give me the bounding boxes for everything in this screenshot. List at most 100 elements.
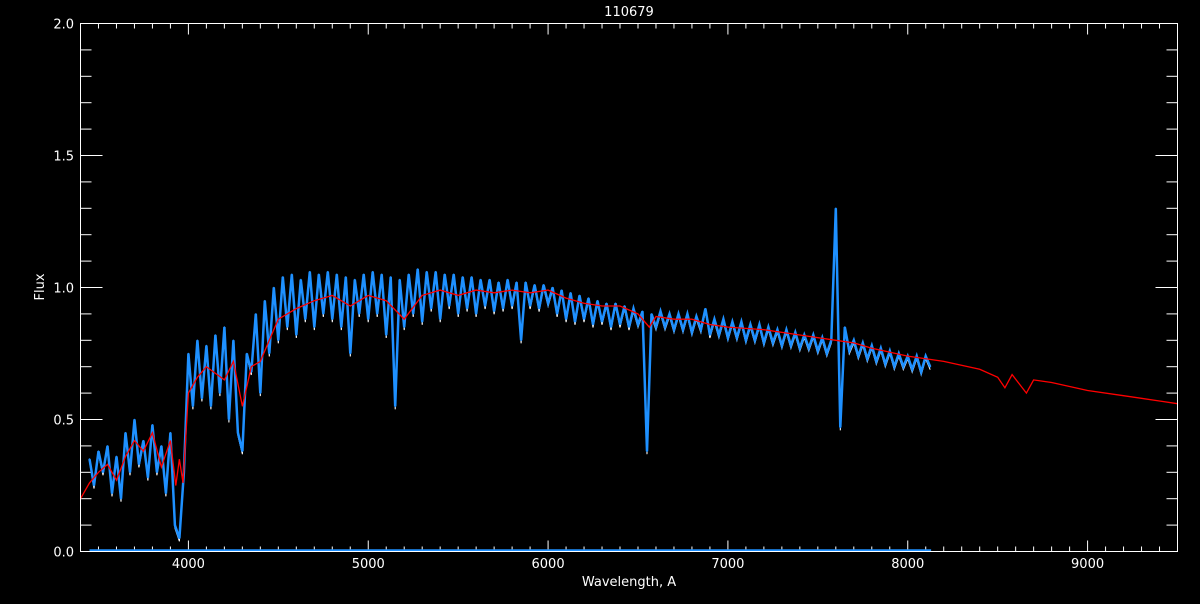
- observed-point: [187, 352, 190, 355]
- observed-point: [776, 328, 779, 331]
- observed-point: [344, 276, 347, 278]
- observed-point: [628, 326, 630, 328]
- observed-point: [174, 524, 176, 526]
- observed-point: [659, 310, 662, 313]
- observed-point: [866, 357, 869, 360]
- observed-point: [852, 339, 855, 342]
- x-tick-label: 6000: [532, 557, 565, 572]
- observed-point: [605, 302, 608, 305]
- observed-point: [457, 313, 459, 315]
- observed-point: [839, 426, 842, 429]
- observed-point: [848, 350, 851, 352]
- observed-point: [349, 352, 352, 355]
- observed-point: [228, 418, 230, 421]
- observed-point: [650, 313, 653, 315]
- observed-point: [772, 342, 774, 344]
- observed-point: [160, 445, 163, 447]
- observed-series-line: [88, 208, 932, 539]
- observed-point: [745, 339, 747, 342]
- observed-point: [255, 313, 257, 315]
- observed-point: [754, 339, 756, 342]
- observed-point: [700, 328, 702, 331]
- observed-point: [376, 313, 379, 315]
- observed-point: [727, 336, 729, 339]
- observed-point: [583, 318, 585, 320]
- chart-title: 110679: [604, 5, 654, 20]
- observed-point: [551, 286, 554, 289]
- observed-point: [205, 344, 208, 347]
- observed-point: [246, 352, 248, 355]
- observed-point: [763, 342, 765, 344]
- observed-point: [129, 471, 131, 474]
- observed-point: [412, 313, 414, 315]
- observed-point: [677, 313, 680, 315]
- observed-point: [120, 497, 122, 500]
- observed-point: [722, 318, 725, 320]
- observed-point: [740, 321, 743, 323]
- observed-point: [709, 334, 711, 336]
- observed-point: [322, 313, 325, 315]
- observed-point: [861, 342, 864, 344]
- observed-point: [664, 326, 666, 328]
- observed-point: [326, 270, 329, 273]
- observed-point: [704, 307, 707, 310]
- observed-point: [682, 328, 684, 331]
- series-group: [79, 207, 1178, 552]
- observed-point: [587, 297, 590, 299]
- observed-point: [259, 392, 262, 394]
- observed-point: [403, 326, 406, 328]
- observed-point: [196, 339, 199, 342]
- observed-point: [452, 273, 455, 276]
- observed-point: [619, 323, 621, 326]
- observed-point: [425, 270, 428, 273]
- observed-point: [389, 276, 392, 278]
- observed-point: [731, 321, 734, 323]
- observed-point: [151, 423, 154, 426]
- observed-point: [353, 278, 356, 281]
- observed-point: [264, 299, 266, 302]
- observed-point: [569, 291, 572, 294]
- x-axis-label: Wavelength, A: [582, 575, 676, 590]
- observed-point: [142, 439, 145, 442]
- observed-point: [340, 326, 343, 328]
- model-series-line: [79, 289, 1178, 500]
- y-tick-label: 0.5: [53, 414, 74, 429]
- observed-point: [484, 305, 486, 307]
- observed-point: [560, 289, 563, 291]
- observed-point: [434, 270, 437, 273]
- observed-point: [93, 484, 95, 487]
- observed-point: [394, 405, 397, 408]
- observed-point: [574, 321, 576, 323]
- observed-point: [924, 355, 927, 357]
- observed-point: [623, 305, 626, 307]
- observed-point: [835, 207, 837, 210]
- observed-point: [237, 431, 239, 434]
- observed-point: [596, 299, 599, 302]
- observed-shadow-line: [89, 211, 931, 542]
- observed-point: [286, 326, 289, 328]
- observed-point: [808, 347, 810, 350]
- y-tick-label: 0.0: [53, 546, 74, 561]
- observed-point: [295, 334, 298, 336]
- observed-point: [380, 273, 383, 276]
- observed-point: [443, 273, 446, 276]
- observed-point: [416, 268, 419, 270]
- y-tick-label: 1.5: [53, 150, 74, 165]
- observed-point: [138, 463, 140, 466]
- observed-point: [475, 313, 477, 315]
- x-tick-label: 8000: [891, 557, 924, 572]
- observed-point: [385, 334, 388, 336]
- observed-point: [407, 273, 410, 276]
- observed-point: [794, 331, 797, 334]
- observed-point: [282, 276, 284, 278]
- observed-point: [201, 397, 203, 400]
- observed-point: [304, 318, 307, 320]
- observed-point: [335, 273, 338, 276]
- observed-point: [331, 318, 334, 320]
- x-tick-label: 5000: [352, 557, 385, 572]
- observed-point: [291, 273, 293, 276]
- observed-point: [506, 278, 509, 281]
- observed-point: [470, 276, 473, 278]
- observed-point: [273, 286, 275, 289]
- observed-point: [888, 350, 891, 352]
